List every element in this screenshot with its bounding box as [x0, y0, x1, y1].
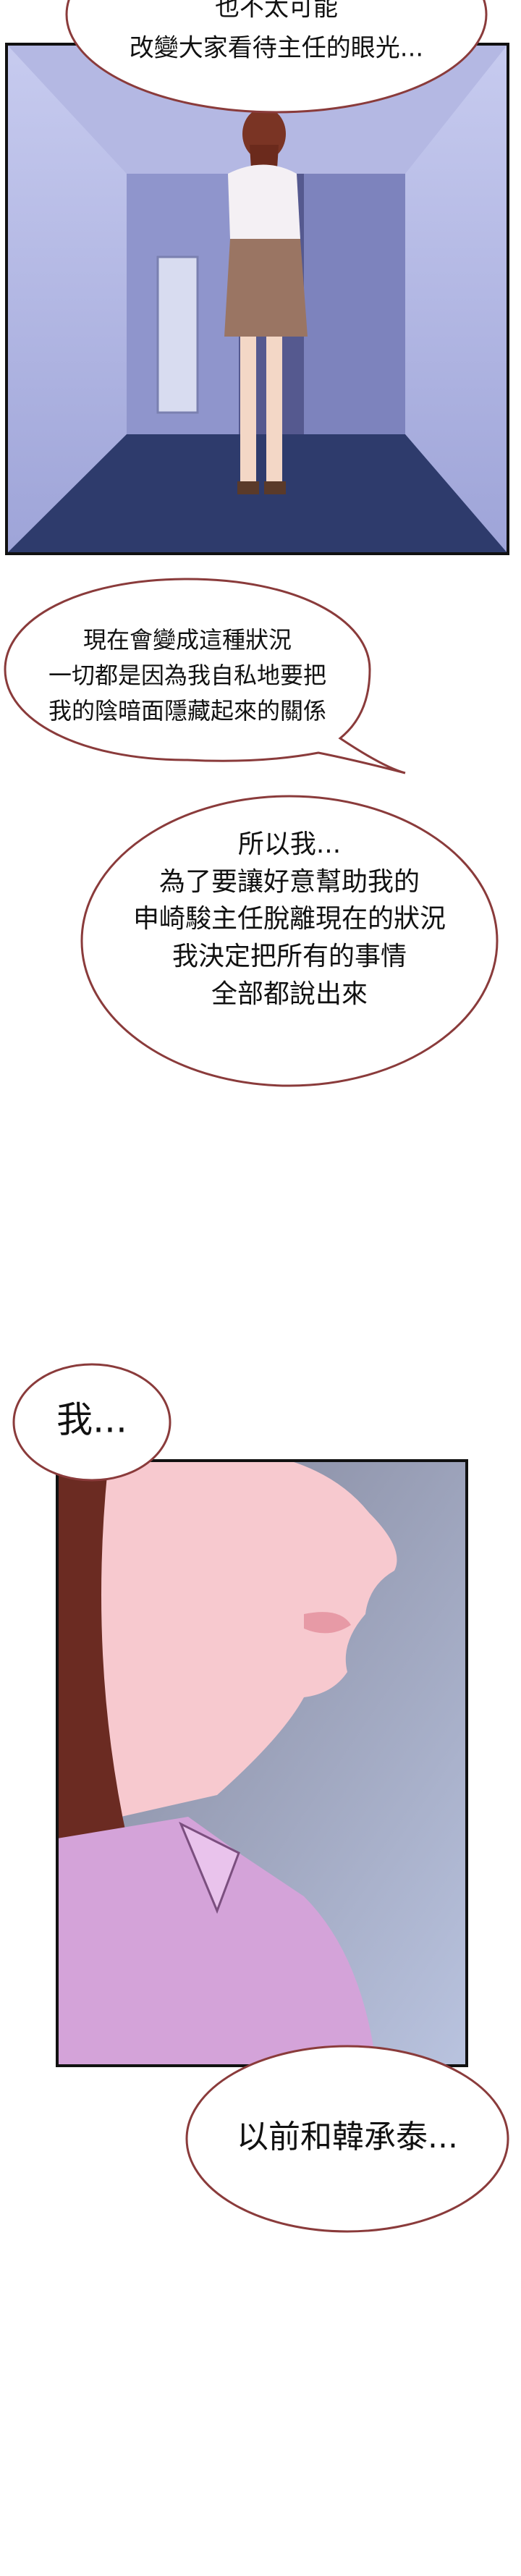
- dialogue: 申崎駿主任脫離現在的狀況: [133, 904, 446, 934]
- dialogue: 全部都說出來: [211, 979, 368, 1009]
- speech-bubble: 以前和韓承泰...: [185, 2045, 509, 2233]
- panel-closeup: [56, 1459, 468, 2067]
- speech-bubble: 我...: [12, 1363, 171, 1482]
- dialogue: 我...: [56, 1399, 127, 1441]
- dialogue: 為了要讓好意幫助我的: [159, 867, 420, 897]
- dialogue: 我的陰暗面隱藏起來的關係: [48, 697, 326, 725]
- speech-bubble: 也不太可能 改變大家看待主任的眼光...: [65, 0, 488, 114]
- dialogue: 現在會變成這種狀況: [83, 626, 292, 654]
- panel-hallway: [5, 43, 509, 555]
- dialogue: 一切都是因為我自私地要把: [48, 662, 326, 689]
- dialogue: 所以我...: [238, 829, 341, 859]
- dialogue: 我決定把所有的事情: [172, 942, 407, 971]
- speech-bubble: 現在會變成這種狀況 一切都是因為我自私地要把 我的陰暗面隱藏起來的關係: [4, 578, 406, 774]
- dialogue: 改變大家看待主任的眼光...: [130, 34, 423, 63]
- dialogue: 也不太可能: [215, 0, 338, 22]
- dialogue: 以前和韓承泰...: [237, 2119, 458, 2155]
- speech-bubble: 所以我... 為了要讓好意幫助我的 申崎駿主任脫離現在的狀況 我決定把所有的事情…: [80, 795, 499, 1087]
